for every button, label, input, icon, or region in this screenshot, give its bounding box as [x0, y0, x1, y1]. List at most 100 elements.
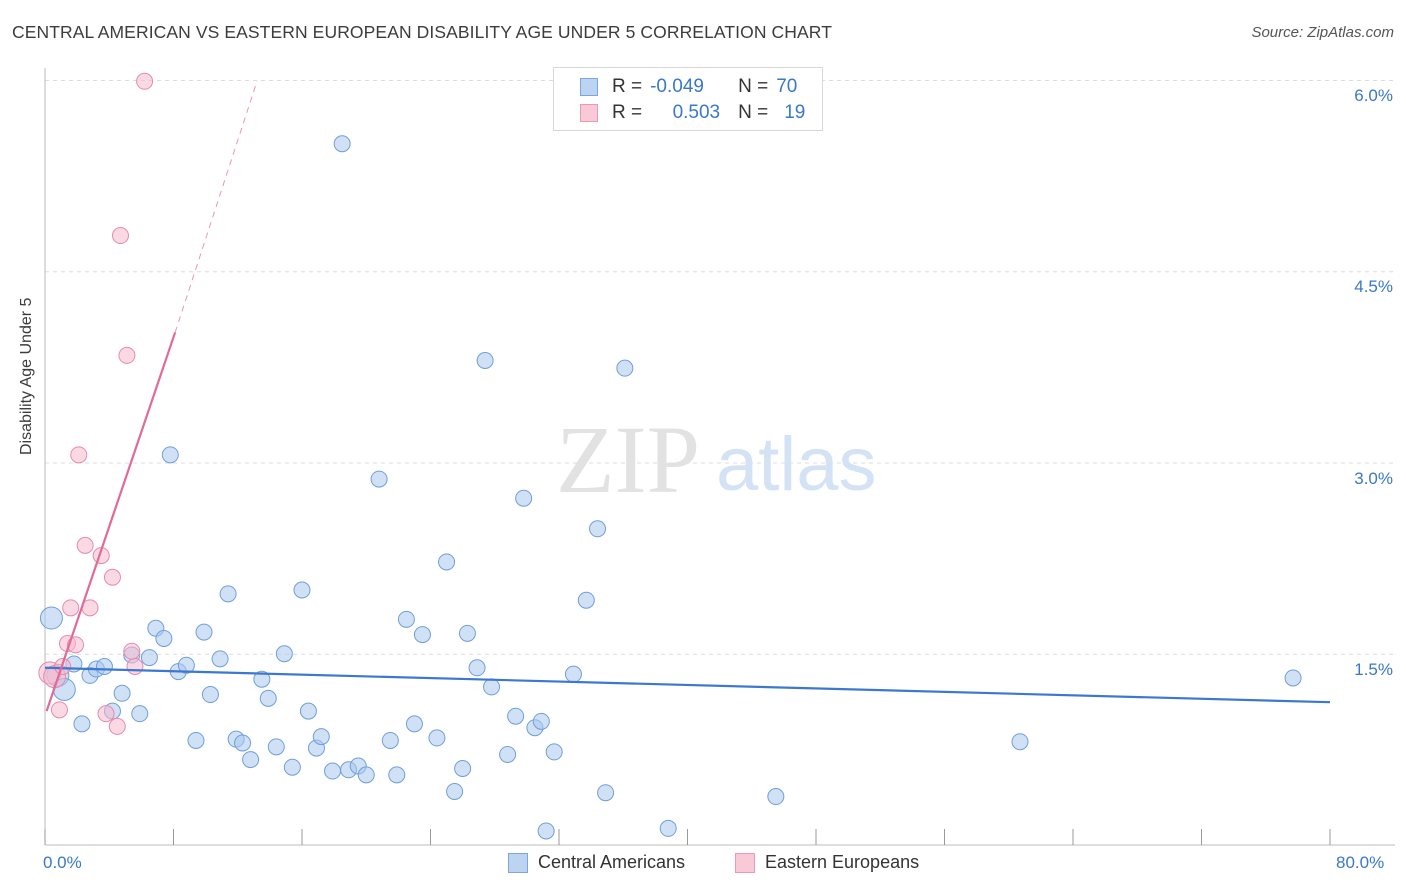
- data-point: [95, 658, 113, 675]
- data-point: [545, 743, 563, 761]
- data-point: [1011, 733, 1029, 751]
- data-point: [413, 626, 431, 644]
- data-point: [589, 520, 607, 538]
- data-point: [468, 659, 486, 677]
- data-point: [499, 745, 517, 763]
- data-point: [597, 784, 615, 802]
- data-point: [767, 788, 785, 806]
- data-point: [507, 707, 525, 725]
- source-label: Source: ZipAtlas.com: [1251, 24, 1394, 41]
- legend-swatch-pink: [580, 104, 598, 122]
- data-point: [564, 665, 582, 683]
- bottom-legend-eastern[interactable]: Eastern Europeans: [735, 852, 919, 873]
- y-tick-label: 3.0%: [1354, 468, 1393, 488]
- data-point: [388, 766, 406, 784]
- y-tick-label: 6.0%: [1354, 86, 1393, 105]
- legend-swatch-blue: [580, 78, 598, 96]
- legend-r-value: 0.503: [672, 102, 721, 123]
- data-point: [103, 568, 121, 586]
- data-point: [76, 536, 94, 554]
- trend-lines: [44, 81, 1331, 712]
- data-point: [324, 762, 342, 780]
- data-point: [259, 689, 277, 707]
- trend-line-eastern: [45, 332, 177, 712]
- legend-r-label: R =: [612, 76, 643, 97]
- bottom-legend-label-eastern: Eastern Europeans: [765, 852, 920, 872]
- eastern-europeans-points: [38, 72, 154, 735]
- data-point: [458, 624, 476, 642]
- data-point: [187, 731, 205, 749]
- data-point: [253, 670, 271, 688]
- data-point: [275, 645, 293, 663]
- y-tick-label: 4.5%: [1354, 277, 1393, 297]
- data-point: [616, 359, 634, 377]
- data-point: [234, 734, 252, 752]
- watermark-zip: ZIP: [556, 406, 700, 513]
- data-point: [333, 135, 351, 153]
- legend-n-label: N =: [738, 102, 769, 123]
- legend-r-value: -0.049: [650, 76, 704, 97]
- trend-line-eastern-extension: [174, 81, 258, 333]
- data-point: [111, 227, 129, 245]
- x-tick-label-max: 80.0%: [1336, 853, 1385, 872]
- bottom-legend-swatch-pink: [735, 852, 755, 873]
- data-point: [123, 642, 141, 660]
- data-point: [97, 705, 115, 723]
- data-point: [357, 766, 375, 784]
- bottom-legend-central[interactable]: Central Americans: [508, 852, 685, 873]
- data-point: [242, 751, 260, 769]
- data-point: [177, 656, 195, 674]
- watermark-atlas: atlas: [716, 422, 877, 507]
- data-point: [454, 760, 472, 777]
- y-axis-label: Disability Age Under 5: [18, 297, 35, 455]
- data-point: [108, 717, 126, 735]
- data-point: [577, 591, 595, 609]
- chart-title: CENTRAL AMERICAN VS EASTERN EUROPEAN DIS…: [12, 22, 833, 42]
- data-point: [62, 599, 80, 617]
- data-point: [211, 650, 229, 668]
- legend-row-central: R = -0.049 N = 70: [580, 74, 797, 100]
- correlation-legend: R = -0.049 N = 70 R = 0.503 N = 19: [553, 67, 823, 131]
- data-point: [312, 728, 330, 746]
- data-point: [73, 715, 91, 733]
- data-point: [131, 705, 149, 723]
- bottom-legend-swatch-blue: [508, 852, 528, 873]
- data-point: [113, 684, 131, 702]
- y-tick-label: 1.5%: [1354, 659, 1393, 679]
- data-point: [293, 581, 311, 599]
- legend-n-value: 19: [784, 102, 806, 123]
- data-point: [201, 686, 219, 704]
- data-point: [405, 715, 423, 733]
- data-point: [438, 553, 456, 571]
- data-point: [381, 731, 399, 749]
- legend-n-value: 70: [776, 76, 798, 97]
- data-point: [299, 702, 317, 720]
- data-point: [70, 446, 88, 464]
- data-point: [515, 489, 533, 507]
- data-point: [136, 72, 154, 90]
- data-point: [155, 629, 173, 647]
- data-point: [219, 585, 237, 603]
- data-point: [50, 701, 68, 719]
- axes: [44, 68, 1395, 846]
- data-point: [659, 819, 677, 837]
- data-point: [446, 782, 464, 800]
- data-point: [126, 658, 144, 675]
- data-point: [532, 712, 550, 730]
- trend-line-central: [44, 666, 1331, 704]
- x-tick-label-min: 0.0%: [43, 853, 82, 872]
- gridlines: [45, 80, 1395, 655]
- data-point: [483, 678, 501, 696]
- bottom-legend-label-central: Central Americans: [538, 852, 686, 872]
- legend-r-label: R =: [612, 102, 643, 123]
- data-point: [370, 470, 388, 488]
- data-point: [1284, 669, 1302, 687]
- data-point: [140, 649, 158, 667]
- data-point: [537, 822, 555, 840]
- data-point: [161, 446, 179, 464]
- legend-n-label: N =: [738, 76, 769, 97]
- data-point: [283, 758, 301, 776]
- data-point: [476, 352, 494, 369]
- legend-row-eastern: R = 0.503 N = 19: [580, 100, 805, 126]
